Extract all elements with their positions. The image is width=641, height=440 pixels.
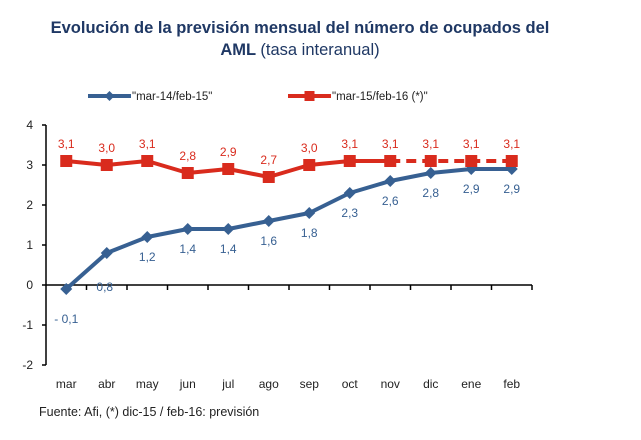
- data-point-square: [303, 159, 316, 171]
- x-tick-label: may: [136, 377, 159, 391]
- data-point-square: [465, 155, 478, 167]
- x-tick-label: sep: [300, 377, 320, 391]
- data-label: 0,8: [96, 280, 113, 294]
- data-label: 3,1: [422, 137, 439, 151]
- x-tick-label: ene: [461, 377, 481, 391]
- chart-title-line2: AML (tasa interanual): [0, 39, 600, 61]
- data-point-diamond: [343, 187, 356, 199]
- data-label: 3,1: [139, 137, 156, 151]
- x-tick-label: abr: [98, 377, 115, 391]
- data-point-square: [60, 155, 73, 167]
- x-tick-label: ago: [259, 377, 279, 391]
- data-label: 2,8: [422, 186, 439, 200]
- axes: 4 3 2 1 0 -1 -2 mar abr may jun jul ago sep oct nov dic e…: [22, 118, 533, 391]
- data-labels: - 0,1 0,8 1,2 1,4 1,4 1,6 1,8 2,3 2,6 2,8 2,9 2,9 3,…: [54, 137, 520, 326]
- y-tick-label: 1: [26, 238, 33, 252]
- data-point-square: [100, 159, 113, 171]
- x-tick-label: jun: [179, 377, 196, 391]
- x-tick-label: jul: [221, 377, 234, 391]
- y-tick-label: 0: [26, 278, 33, 292]
- source-note: Fuente: Afi, (*) dic-15 / feb-16: previs…: [39, 405, 260, 419]
- x-tick-label: mar: [56, 377, 77, 391]
- y-tick-label: 3: [26, 158, 33, 172]
- data-point-square: [262, 171, 275, 183]
- data-label: 1,6: [260, 234, 277, 248]
- legend-label-series-1: "mar-15/feb-16 (*)": [332, 91, 428, 103]
- data-point-diamond: [181, 223, 194, 235]
- data-point-diamond: [384, 175, 397, 187]
- data-label: 3,1: [463, 137, 480, 151]
- data-label: 3,1: [382, 137, 399, 151]
- data-label: 2,6: [382, 194, 399, 208]
- data-point-square: [141, 155, 154, 167]
- data-label: 2,3: [341, 206, 358, 220]
- data-label: 2,7: [260, 153, 277, 167]
- chart-title-bold: AML: [220, 41, 256, 59]
- data-label: 2,9: [220, 145, 237, 159]
- data-point-diamond: [222, 223, 235, 235]
- data-label: 2,9: [503, 182, 520, 196]
- data-point-square: [343, 155, 356, 167]
- y-tick-label: 2: [26, 198, 33, 212]
- data-label: 1,2: [139, 250, 156, 264]
- data-label: 3,1: [341, 137, 358, 151]
- x-tick-label: nov: [381, 377, 400, 391]
- data-point-square: [181, 167, 194, 179]
- x-tick-label: feb: [503, 377, 520, 391]
- chart-title-line1: Evolución de la previsión mensual del nú…: [50, 19, 550, 37]
- series-line-0: [64, 167, 512, 291]
- data-point-diamond: [303, 207, 316, 219]
- data-label: 1,4: [220, 242, 237, 256]
- data-label: 3,1: [58, 137, 75, 151]
- data-label: 1,8: [301, 226, 318, 240]
- y-tick-label: -1: [22, 318, 33, 332]
- legend-marker-square: [304, 91, 315, 101]
- data-point-diamond: [424, 167, 437, 179]
- data-label: 2,9: [463, 182, 480, 196]
- legend: "mar-14/feb-15" "mar-15/feb-16 (*)": [88, 91, 428, 103]
- data-point-diamond: [60, 283, 73, 295]
- x-tick-label: dic: [423, 377, 438, 391]
- data-point-square: [505, 155, 518, 167]
- data-point-diamond: [262, 215, 275, 227]
- data-label: 3,0: [98, 141, 115, 155]
- data-point-diamond: [141, 231, 154, 243]
- legend-marker-diamond: [104, 91, 115, 101]
- data-label: - 0,1: [54, 312, 78, 326]
- y-tick-label: 4: [26, 118, 33, 132]
- data-point-diamond: [100, 247, 113, 259]
- legend-label-series-0: "mar-14/feb-15": [132, 91, 212, 103]
- data-point-square: [424, 155, 437, 167]
- series-group: [60, 155, 518, 295]
- data-label: 1,4: [179, 242, 196, 256]
- data-label: 3,0: [301, 141, 318, 155]
- data-label: 3,1: [503, 137, 520, 151]
- x-tick-label: oct: [342, 377, 359, 391]
- y-tick-label: -2: [22, 358, 33, 372]
- chart-title-subtitle: (tasa interanual): [260, 41, 380, 59]
- data-point-square: [222, 163, 235, 175]
- data-point-square: [384, 155, 397, 167]
- data-label: 2,8: [179, 149, 196, 163]
